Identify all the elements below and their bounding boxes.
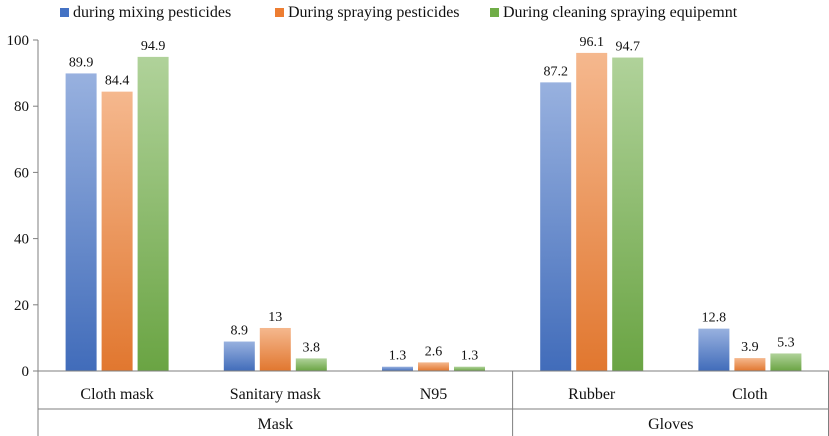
legend: during mixing pesticides During spraying …	[60, 4, 738, 21]
data-label: 5.3	[777, 335, 795, 350]
x-tick-label-rubber: Rubber	[568, 386, 616, 403]
bars: 89.9 84.4 94.9 8.9 13 3.8 1.3 2.6 1.3 87.2 96.1 94.…	[65, 35, 802, 372]
data-label: 87.2	[543, 64, 568, 79]
data-label: 3.9	[741, 340, 759, 355]
bar-during-mixing-pesticides-cloth	[698, 328, 730, 371]
legend-label-during-mixing-pesticides: during mixing pesticides	[73, 4, 231, 21]
bar-during-mixing-pesticides-n95	[382, 366, 413, 371]
data-label: 3.8	[303, 340, 321, 355]
bar-during-mixing-pesticides-cloth-mask	[65, 73, 97, 371]
legend-swatch-during-mixing-pesticides	[60, 8, 69, 17]
bar-during-spraying-pesticides-cloth-mask	[101, 91, 133, 372]
data-label: 94.9	[141, 39, 166, 54]
legend-swatch-during-cleaning-spraying-equipemnt	[490, 8, 499, 17]
x-tick-label-n95: N95	[420, 386, 448, 403]
bar-during-cleaning-spraying-equipemnt-rubber	[612, 57, 644, 371]
x-tick-label-sanitary-mask: Sanitary mask	[230, 386, 321, 403]
data-label: 89.9	[69, 55, 94, 70]
bar-during-cleaning-spraying-equipemnt-sanitary-mask	[295, 358, 327, 371]
data-label: 96.1	[579, 35, 604, 50]
x-tick-label-cloth: Cloth	[732, 386, 768, 403]
data-label: 13	[268, 310, 282, 325]
bar-during-cleaning-spraying-equipemnt-cloth	[770, 353, 802, 371]
group-label-gloves: Gloves	[648, 416, 693, 433]
x-tick-label-cloth-mask: Cloth mask	[80, 386, 153, 403]
bar-during-mixing-pesticides-rubber	[540, 82, 572, 372]
data-label: 2.6	[425, 344, 443, 359]
x-axis: Cloth mask Sanitary mask N95 Rubber Cloth Mas…	[37, 370, 829, 436]
data-label: 1.3	[389, 349, 407, 364]
y-tick-label: 60	[14, 165, 29, 181]
bar-during-spraying-pesticides-n95	[418, 362, 449, 371]
y-tick-label: 20	[14, 298, 29, 314]
bar-during-cleaning-spraying-equipemnt-n95	[454, 366, 485, 371]
legend-label-during-cleaning-spraying-equipemnt: During cleaning spraying equipemnt	[503, 4, 738, 21]
y-tick-label: 40	[14, 232, 29, 248]
bar-during-spraying-pesticides-cloth	[734, 358, 766, 371]
legend-label-during-spraying-pesticides: During spraying pesticides	[288, 4, 460, 21]
bar-during-cleaning-spraying-equipemnt-cloth-mask	[137, 56, 169, 371]
data-label: 94.7	[615, 40, 640, 55]
data-label: 8.9	[231, 324, 249, 339]
bar-during-spraying-pesticides-sanitary-mask	[259, 327, 291, 371]
legend-swatch-during-spraying-pesticides	[275, 8, 284, 17]
group-label-mask: Mask	[258, 416, 294, 433]
data-label: 12.8	[702, 311, 727, 326]
y-tick-label: 100	[7, 33, 30, 49]
bar-during-mixing-pesticides-sanitary-mask	[223, 341, 255, 371]
data-label: 84.4	[105, 74, 130, 89]
y-tick-label: 0	[22, 364, 30, 380]
data-label: 1.3	[461, 349, 479, 364]
y-axis: 0 20 40 60 80 100	[7, 33, 39, 380]
bar-during-spraying-pesticides-rubber	[576, 52, 608, 372]
y-tick-label: 80	[14, 99, 29, 115]
